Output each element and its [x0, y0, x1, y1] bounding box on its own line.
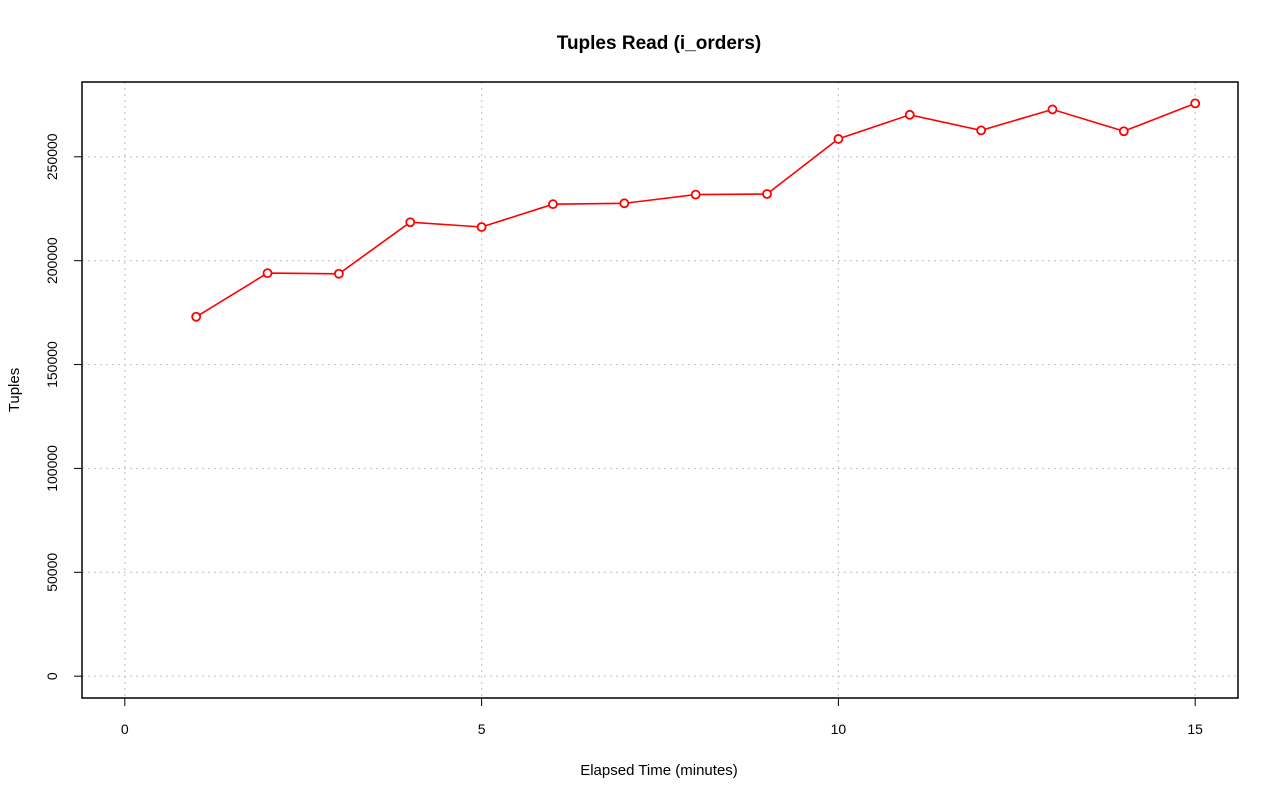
y-axis: 0 50000 100000 150000 200000 250000 [44, 133, 83, 680]
data-point [548, 199, 558, 210]
data-point [762, 189, 772, 199]
chart-title: Tuples Read (i_orders) [557, 33, 761, 54]
data-point [976, 125, 987, 136]
y-tick-label: 150000 [44, 341, 60, 388]
data-point [405, 217, 416, 228]
data-point [1118, 126, 1129, 137]
x-axis-label: Elapsed Time (minutes) [580, 762, 738, 779]
data-point [1047, 104, 1058, 115]
x-tick-label: 15 [1187, 721, 1203, 737]
y-tick-label: 250000 [44, 133, 60, 180]
x-axis: 0 5 10 15 [121, 697, 1203, 737]
y-tick-label: 0 [44, 672, 60, 680]
data-point [476, 222, 487, 232]
series-layer [191, 98, 1201, 322]
y-tick-label: 50000 [44, 553, 60, 592]
data-point [619, 198, 630, 209]
data-point [833, 134, 844, 144]
data-point [333, 268, 344, 279]
data-point [690, 189, 701, 200]
y-tick-label: 200000 [44, 237, 60, 284]
data-point [191, 311, 202, 322]
plot-frame [81, 81, 1239, 699]
grid-lines [82, 82, 1238, 698]
data-point [904, 109, 915, 120]
x-tick-label: 5 [478, 721, 486, 737]
y-axis-label: Tuples [6, 368, 23, 412]
x-tick-label: 10 [831, 721, 847, 737]
data-point [1190, 98, 1201, 109]
data-point [262, 268, 273, 279]
x-tick-label: 0 [121, 721, 129, 737]
series-line [195, 102, 1196, 318]
y-tick-label: 100000 [44, 445, 60, 492]
